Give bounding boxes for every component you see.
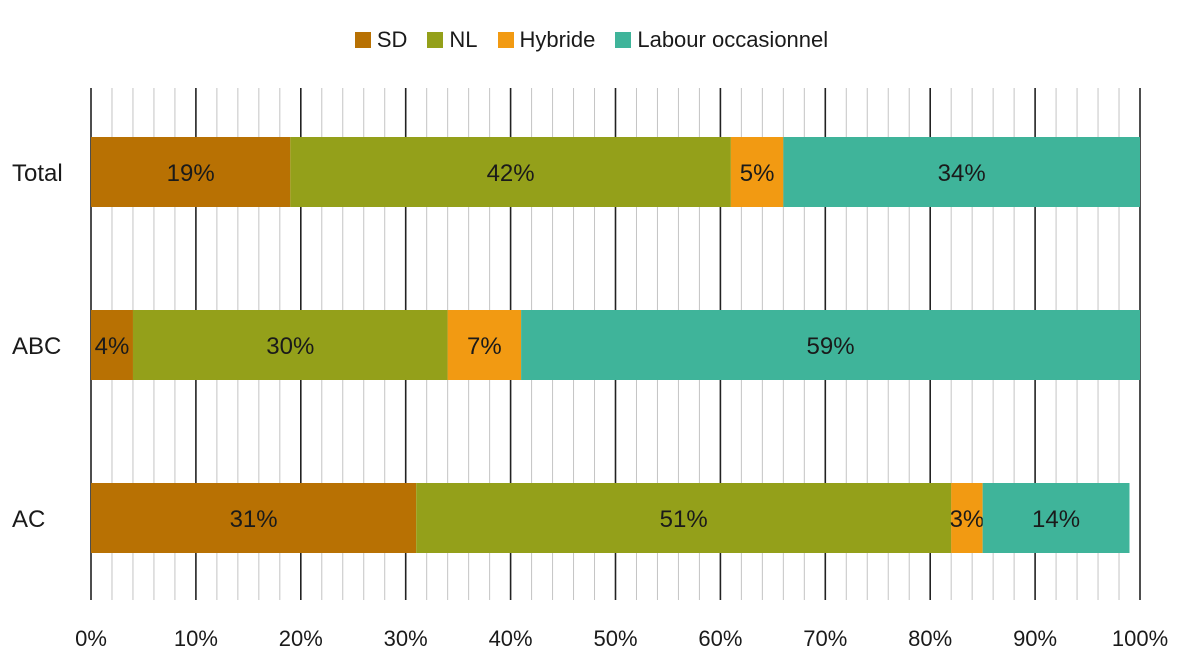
legend-swatch xyxy=(427,32,444,48)
legend-item-labour-occasionnel: Labour occasionnel xyxy=(615,27,828,53)
data-label-labour-occasionnel-total: 34% xyxy=(938,160,986,187)
x-tick-label: 100% xyxy=(1112,626,1168,651)
x-tick-label: 0% xyxy=(75,626,107,651)
chart-legend: SD NL Hybride Labour occasionnel xyxy=(0,22,1183,58)
legend-label: Labour occasionnel xyxy=(637,27,829,52)
bar-segment-hybride-total xyxy=(730,137,784,207)
x-tick-label: 70% xyxy=(803,626,847,651)
bar-segment-labour-occasionnel-ac xyxy=(982,483,1130,553)
legend-item-nl: NL xyxy=(427,27,478,53)
x-tick-label: 50% xyxy=(593,626,637,651)
bar-segment-sd-abc xyxy=(91,310,133,380)
legend-label: SD xyxy=(376,27,408,52)
x-tick-label: 40% xyxy=(489,626,533,651)
legend-swatch xyxy=(354,32,371,48)
x-tick-label: 90% xyxy=(1013,626,1057,651)
legend-label: Hybride xyxy=(519,27,596,52)
data-label-hybride-ac: 3% xyxy=(950,506,985,533)
bar-segment-nl-total xyxy=(290,137,731,207)
bar-segment-hybride-abc xyxy=(447,310,522,380)
data-label-nl-abc: 30% xyxy=(266,333,314,360)
data-label-sd-abc: 4% xyxy=(95,333,130,360)
legend-label: NL xyxy=(449,27,478,52)
bar-segment-sd-ac xyxy=(91,483,417,553)
x-tick-label: 30% xyxy=(384,626,428,651)
bar-segment-hybride-ac xyxy=(951,483,983,553)
bar-segment-nl-abc xyxy=(132,310,448,380)
data-label-sd-ac: 31% xyxy=(230,506,278,533)
legend-item-hybride: Hybride xyxy=(497,27,596,53)
category-label-total: Total xyxy=(12,160,63,187)
x-tick-label: 20% xyxy=(279,626,323,651)
legend-swatch xyxy=(497,32,514,48)
bar-segment-sd-total xyxy=(91,137,291,207)
data-label-hybride-total: 5% xyxy=(740,160,775,187)
data-label-hybride-abc: 7% xyxy=(467,333,502,360)
x-tick-label: 60% xyxy=(698,626,742,651)
category-label-ac: AC xyxy=(12,506,45,533)
data-label-nl-ac: 51% xyxy=(660,506,708,533)
data-label-nl-total: 42% xyxy=(487,160,535,187)
x-tick-label: 80% xyxy=(908,626,952,651)
legend-swatch xyxy=(615,32,632,48)
category-label-abc: ABC xyxy=(12,333,61,360)
bar-segment-labour-occasionnel-total xyxy=(783,137,1140,207)
data-label-labour-occasionnel-abc: 59% xyxy=(807,333,855,360)
bar-segment-nl-ac xyxy=(416,483,952,553)
bar-segment-labour-occasionnel-abc xyxy=(521,310,1140,380)
data-label-labour-occasionnel-ac: 14% xyxy=(1032,506,1080,533)
data-label-sd-total: 19% xyxy=(167,160,215,187)
x-tick-label: 10% xyxy=(174,626,218,651)
legend-item-sd: SD xyxy=(354,27,408,53)
